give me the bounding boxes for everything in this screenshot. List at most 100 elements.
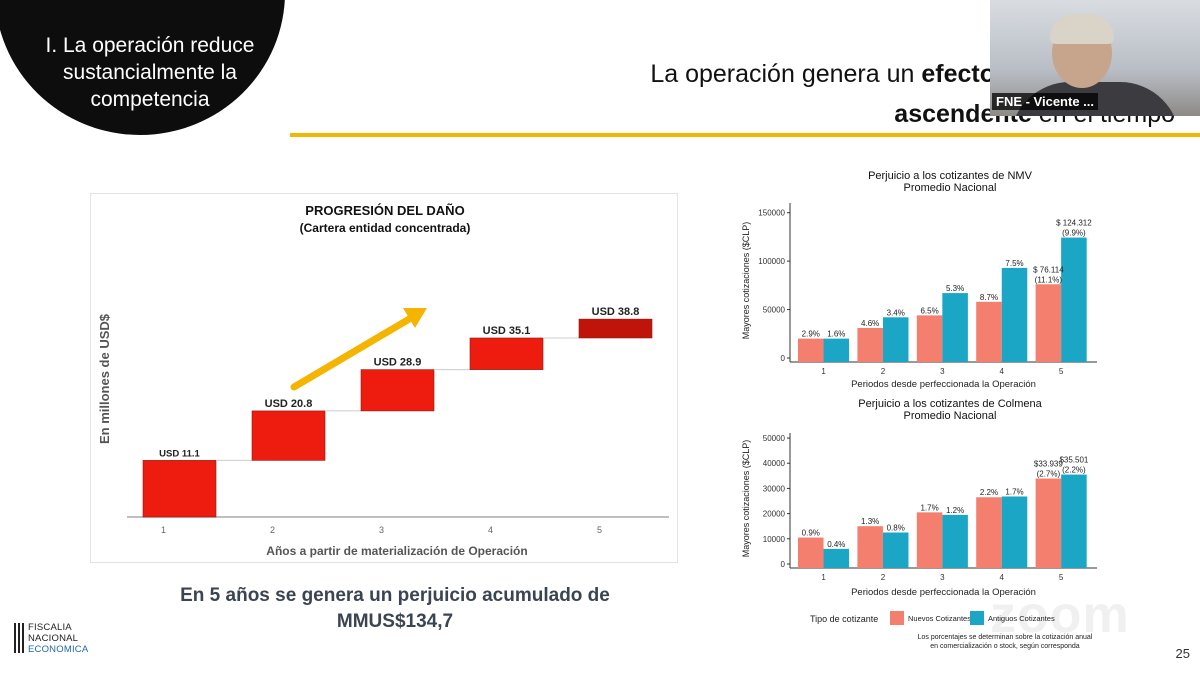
y-tick-label: 40000 bbox=[763, 459, 786, 468]
bar-nuevos bbox=[857, 327, 883, 362]
bar-data-label: 1.7% bbox=[1005, 487, 1023, 496]
bar-data-label: $35.501 bbox=[1059, 456, 1088, 465]
x-tick-label: 1 bbox=[821, 573, 826, 582]
y-tick-label: 10000 bbox=[763, 535, 786, 544]
legend-swatch-nuevos bbox=[890, 611, 904, 625]
bar-antiguos bbox=[882, 532, 909, 568]
chart-title: Perjuicio a los cotizantes de NMV bbox=[868, 170, 1033, 182]
bar-data-label: 0.9% bbox=[802, 529, 820, 538]
logo-text: ECONOMICA bbox=[28, 644, 89, 655]
x-tick-label: 5 bbox=[1059, 367, 1064, 376]
bar-data-label: 2.9% bbox=[802, 330, 820, 339]
bar-nuevos bbox=[857, 526, 883, 568]
nmv-bar-chart: Perjuicio a los cotizantes de NMVPromedi… bbox=[741, 170, 1097, 390]
bar-antiguos bbox=[942, 514, 968, 568]
y-tick-label: 50000 bbox=[763, 434, 786, 443]
logo-text: FISCALIA bbox=[28, 622, 72, 633]
fne-logo: FISCALIA NACIONAL ECONOMICA bbox=[14, 618, 114, 658]
y-tick-label: 30000 bbox=[763, 484, 786, 493]
bar-data-label: 0.8% bbox=[887, 524, 905, 533]
y-tick-label: 150000 bbox=[758, 209, 785, 218]
x-tick-label: 1 bbox=[161, 525, 166, 535]
bar-antiguos bbox=[882, 317, 909, 362]
y-tick-label: 50000 bbox=[763, 306, 786, 315]
x-axis-label: Periodos desde perfeccionada la Operació… bbox=[851, 587, 1036, 598]
summary-line: En 5 años se genera un perjuicio acumula… bbox=[180, 585, 610, 606]
chart-title: PROGRESIÓN DEL DAÑO bbox=[305, 203, 464, 218]
bar-antiguos bbox=[1001, 496, 1028, 568]
bar-nuevos bbox=[976, 497, 1002, 568]
section-title-line: sustancialmente la bbox=[63, 61, 237, 84]
bar-data-label: (9.9%) bbox=[1062, 229, 1086, 238]
x-axis-label: Años a partir de materialización de Oper… bbox=[266, 544, 527, 558]
bar-data-label: 1.6% bbox=[827, 330, 845, 339]
x-tick-label: 4 bbox=[1000, 367, 1005, 376]
bar-nuevos bbox=[798, 338, 824, 362]
section-title: I. La operación reduce sustancialmente l… bbox=[20, 32, 280, 113]
chart-footnote: en comercialización o stock, según corre… bbox=[930, 643, 1080, 650]
bar-nuevos bbox=[976, 301, 1002, 362]
bar-antiguos bbox=[1061, 474, 1087, 568]
bar-nuevos bbox=[798, 537, 824, 568]
chart-title: Perjuicio a los cotizantes de Colmena bbox=[858, 398, 1042, 410]
waterfall-bar bbox=[578, 318, 653, 339]
bar-antiguos bbox=[823, 338, 850, 362]
bar-nuevos bbox=[1035, 284, 1062, 362]
colmena-bar-chart: Perjuicio a los cotizantes de ColmenaPro… bbox=[741, 398, 1097, 650]
bar-data-label: 5.3% bbox=[946, 284, 964, 293]
bar-antiguos bbox=[1001, 267, 1028, 362]
growth-arrow-head bbox=[403, 308, 427, 328]
bar-data-label: 2.2% bbox=[980, 488, 998, 497]
growth-arrow-shaft bbox=[290, 314, 415, 391]
slide-title-normal: La operación genera un bbox=[650, 60, 922, 88]
waterfall-bar bbox=[251, 410, 326, 461]
legend-label: Nuevos Cotizantes bbox=[908, 614, 971, 623]
participant-video-tile[interactable]: FNE - Vicente ... bbox=[990, 0, 1200, 116]
bar-antiguos bbox=[823, 548, 850, 568]
x-tick-label: 2 bbox=[881, 367, 886, 376]
bar-data-label: (2.7%) bbox=[1037, 469, 1061, 478]
x-tick-label: 1 bbox=[821, 367, 826, 376]
legend-swatch-antiguos bbox=[970, 611, 984, 625]
y-tick-label: 20000 bbox=[763, 510, 786, 519]
bar-data-label: 8.7% bbox=[980, 293, 998, 302]
y-tick-label: 0 bbox=[781, 354, 786, 363]
bar-data-label: USD 11.1 bbox=[159, 448, 200, 459]
slide-title-bold: efecto bbox=[921, 60, 995, 88]
x-tick-label: 4 bbox=[1000, 573, 1005, 582]
bar-nuevos bbox=[1035, 478, 1062, 568]
section-title-line: competencia bbox=[90, 88, 210, 111]
page-number: 25 bbox=[1175, 646, 1190, 661]
chart-subtitle: Promedio Nacional bbox=[904, 182, 997, 194]
bar-data-label: USD 35.1 bbox=[483, 325, 531, 337]
chart-footnote: Los porcentajes se determinan sobre la c… bbox=[918, 634, 1093, 641]
bar-data-label: (11.1%) bbox=[1035, 275, 1063, 284]
waterfall-bar bbox=[469, 337, 544, 370]
x-tick-label: 2 bbox=[881, 573, 886, 582]
y-axis-label: Mayores cotizaciones ($CLP) bbox=[741, 222, 751, 340]
section-title-line: I. La operación reduce bbox=[45, 34, 255, 57]
waterfall-chart-panel: PROGRESIÓN DEL DAÑO (Cartera entidad conc… bbox=[90, 193, 678, 563]
waterfall-chart: PROGRESIÓN DEL DAÑO (Cartera entidad conc… bbox=[97, 203, 669, 558]
bar-antiguos bbox=[1061, 237, 1087, 362]
bar-data-label: 1.2% bbox=[946, 506, 964, 515]
legend-title: Tipo de cotizante bbox=[810, 614, 878, 624]
x-tick-label: 3 bbox=[940, 367, 945, 376]
participant-name-label: FNE - Vicente ... bbox=[992, 93, 1099, 110]
x-tick-label: 2 bbox=[270, 525, 275, 535]
bar-antiguos bbox=[942, 293, 968, 362]
bar-data-label: (2.2%) bbox=[1062, 466, 1086, 475]
bar-nuevos bbox=[916, 512, 943, 568]
bar-data-label: 1.7% bbox=[920, 503, 938, 512]
waterfall-bar bbox=[142, 460, 217, 518]
chart-subtitle: (Cartera entidad concentrada) bbox=[300, 221, 471, 235]
bar-data-label: 0.4% bbox=[827, 540, 845, 549]
bar-data-label: 4.6% bbox=[861, 319, 879, 328]
x-tick-label: 3 bbox=[379, 525, 384, 535]
chart-subtitle: Promedio Nacional bbox=[904, 410, 997, 422]
y-axis-label: Mayores cotizaciones ($CLP) bbox=[741, 440, 751, 558]
legend-label: Antiguos Cotizantes bbox=[988, 614, 1055, 623]
y-axis-label: En millones de USD$ bbox=[97, 313, 112, 444]
logo-text: NACIONAL bbox=[28, 633, 79, 644]
title-accent-rule bbox=[290, 133, 1200, 137]
